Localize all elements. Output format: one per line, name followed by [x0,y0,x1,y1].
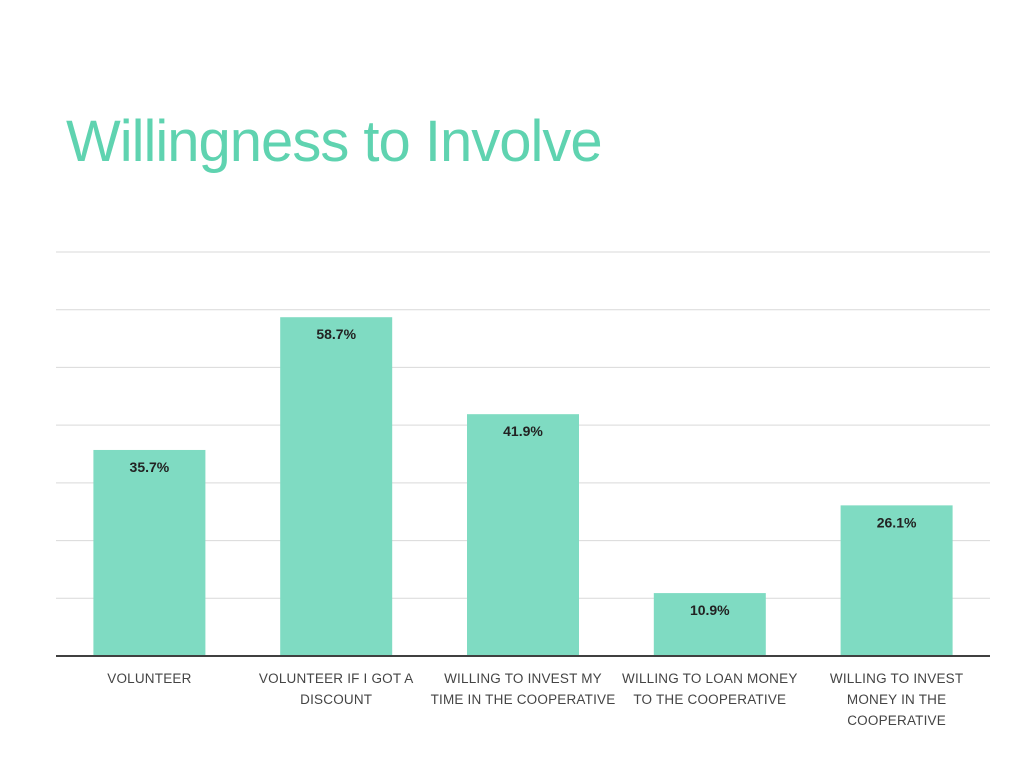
data-label: 58.7% [316,326,356,342]
category-labels: VOLUNTEER VOLUNTEER IF I GOT A DISCOUNT WIL… [107,671,963,728]
category-label: WILLING TO INVEST MY [444,671,602,686]
bar [840,505,953,656]
category-label: TO THE COOPERATIVE [633,692,786,707]
category-label: DISCOUNT [300,692,372,707]
category-label: VOLUNTEER [107,671,191,686]
bar [653,593,766,656]
data-label: 35.7% [130,459,170,475]
category-label: TIME IN THE COOPERATIVE [431,692,616,707]
category-label: WILLING TO LOAN MONEY [622,671,798,686]
bars [93,317,953,656]
data-label: 26.1% [877,514,917,530]
category-label: VOLUNTEER IF I GOT A [259,671,414,686]
category-label: MONEY IN THE [847,692,946,707]
category-label: COOPERATIVE [847,713,946,728]
data-label: 41.9% [503,423,543,439]
data-label: 10.9% [690,602,730,618]
bar [280,317,393,656]
category-label: WILLING TO INVEST [830,671,963,686]
page-title: Willingness to Involve [66,109,603,174]
data-labels: 35.7% 58.7% 41.9% 10.9% 26.1% [130,326,917,618]
bar [467,414,579,656]
bar [93,449,206,656]
